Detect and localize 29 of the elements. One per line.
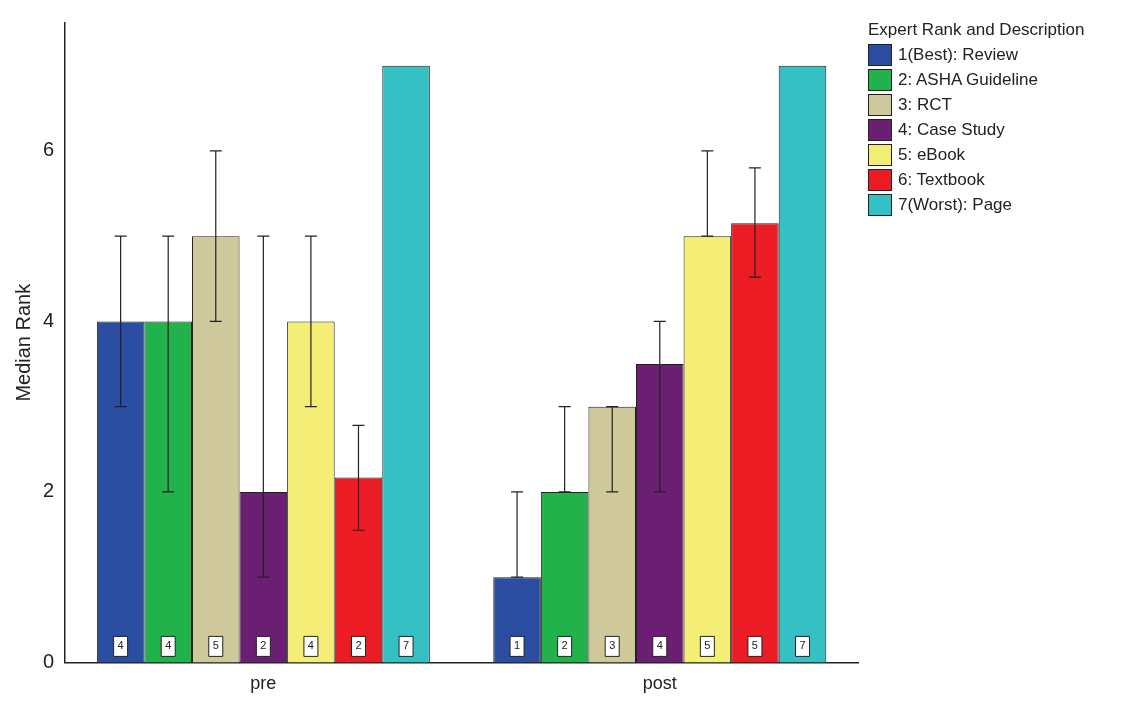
legend-label: 1(Best): Review (898, 45, 1018, 65)
y-tick-label: 4 (43, 308, 55, 331)
data-label: 5 (751, 639, 758, 652)
data-label: 4 (117, 639, 124, 652)
legend-label: 7(Worst): Page (898, 195, 1013, 215)
y-tick-label: 2 (43, 479, 55, 502)
legend-label: 6: Textbook (898, 170, 985, 190)
legend-label: 5: eBook (898, 145, 966, 165)
data-label: 4 (307, 639, 314, 652)
data-label: 5 (704, 639, 711, 652)
data-label: 1 (514, 639, 521, 652)
data-label: 7 (799, 639, 806, 652)
data-label: 2 (561, 639, 568, 652)
x-tick-label: post (642, 673, 677, 694)
legend-label: 4: Case Study (898, 120, 1005, 140)
y-axis-title: Median Rank (11, 282, 34, 402)
legend-label: 2: ASHA Guideline (898, 70, 1038, 90)
data-label: 2 (260, 639, 267, 652)
legend-title: Expert Rank and Description (868, 20, 1085, 40)
data-label: 4 (165, 639, 172, 652)
y-tick-label: 0 (43, 649, 55, 672)
data-label: 3 (609, 639, 616, 652)
data-label: 2 (355, 639, 362, 652)
y-tick-label: 6 (43, 138, 55, 161)
x-tick-label: pre (250, 673, 277, 694)
data-label: 7 (403, 639, 410, 652)
data-label: 5 (212, 639, 219, 652)
legend-label: 3: RCT (898, 95, 952, 115)
data-label: 4 (656, 639, 663, 652)
